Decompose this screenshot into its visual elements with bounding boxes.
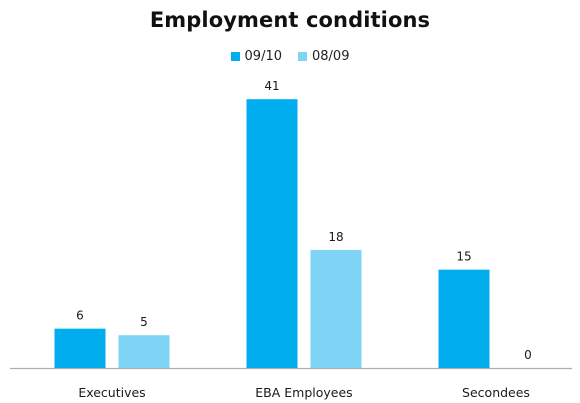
bar-1-series-1 — [310, 250, 362, 368]
bar-1-series-0 — [246, 99, 298, 368]
legend-item-series-0: 09/10 — [230, 49, 282, 64]
data-label-1-series-1: 18 — [328, 230, 343, 244]
legend-swatch-series-1 — [298, 52, 307, 61]
bar-2-series-0 — [438, 269, 490, 368]
bar-0-series-0 — [54, 328, 106, 368]
data-label-2-series-1: 0 — [524, 348, 532, 362]
legend-item-series-1: 08/09 — [298, 49, 349, 64]
legend-label-series-1: 08/09 — [312, 49, 350, 64]
data-label-2-series-0: 15 — [456, 250, 471, 264]
x-tick-label-0: Executives — [78, 385, 145, 400]
data-label-1-series-0: 41 — [264, 79, 279, 93]
x-tick-label-1: EBA Employees — [255, 385, 352, 400]
x-tick-label-2: Secondees — [462, 385, 530, 400]
chart-title: Employment conditions — [149, 8, 431, 32]
data-label-0-series-1: 5 — [140, 315, 148, 329]
data-label-0-series-0: 6 — [76, 309, 84, 323]
legend-label-series-0: 09/10 — [244, 49, 282, 64]
legend-swatch-series-0 — [230, 52, 240, 61]
bar-0-series-1 — [118, 335, 170, 368]
legend: 09/10 08/09 — [0, 49, 580, 64]
